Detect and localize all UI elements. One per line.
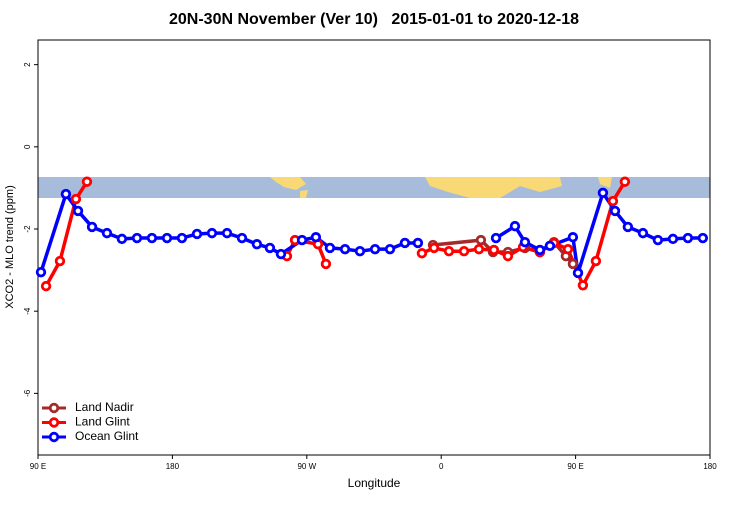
data-point [369,243,381,255]
legend-marker [48,402,60,414]
data-point [458,245,470,257]
data-point [490,232,502,244]
data-point [399,237,411,249]
data-point [161,232,173,244]
x-tick-label: 180 [703,462,717,471]
data-point [590,255,602,267]
y-axis-label: XCO2 - MLO trend (ppm) [4,185,16,308]
x-tick-label: 90 E [567,462,583,471]
y-tick-label: 0 [23,144,32,149]
map-strip [38,177,710,198]
data-point [339,243,351,255]
data-point [264,242,276,254]
data-point [609,205,621,217]
x-tick-label: 90 W [297,462,316,471]
plot-frame [37,39,711,456]
chart-title: 20N-30N November (Ver 10) 2015-01-01 to … [169,11,579,28]
data-point [101,227,113,239]
data-point [296,234,308,246]
data-point [206,227,218,239]
data-point [320,258,332,270]
data-point [146,232,158,244]
data-point [567,258,579,270]
legend-marker [48,417,60,428]
data-point [354,245,366,257]
data-point [236,232,248,244]
data-point [221,227,233,239]
x-tick-label: 180 [166,462,180,471]
data-point [577,280,589,291]
y-tick-label: -4 [23,307,32,315]
data-point [597,187,609,199]
x-axis-label: Longitude [348,476,401,490]
data-point [473,243,485,255]
data-point [384,243,396,255]
data-point [251,239,263,250]
data-point [310,232,322,243]
data-point [40,280,52,292]
data-point [502,250,514,262]
y-tick-label: -6 [23,389,32,397]
legend-label: Ocean Glint [75,429,139,443]
data-point [519,236,531,248]
x-tick-label: 0 [439,462,444,471]
data-point [443,245,455,257]
data-point [562,243,574,255]
data-point [176,232,188,244]
y-tick-label: 2 [23,62,32,67]
data-point [619,176,631,187]
data-point [116,233,128,245]
x-tick-label: 90 E [30,462,46,471]
data-point [488,244,500,256]
legend-label: Land Glint [75,415,130,429]
data-point [607,195,619,207]
data-point [428,242,440,254]
data-point [60,188,72,200]
data-point [475,234,487,246]
data-point [81,176,93,187]
data-point [324,242,336,254]
data-point [567,232,579,243]
data-point [416,248,428,259]
data-point [622,221,634,233]
data-point [70,193,82,205]
data-point [697,232,709,244]
data-point [544,240,556,252]
data-point [191,228,203,240]
data-point [652,234,664,246]
legend-label: Land Nadir [75,400,134,414]
data-point [275,248,287,260]
data-point [412,237,424,249]
data-point [86,221,98,233]
data-point [682,232,694,244]
data-point [667,233,679,245]
data-point [637,227,649,239]
data-point [35,266,47,278]
data-point [509,220,521,232]
data-point [72,205,84,217]
y-tick-label: -2 [23,225,32,233]
data-point [131,232,143,244]
legend-marker [48,431,60,443]
data-point [572,267,584,279]
data-point [534,244,546,256]
data-point [54,255,66,267]
